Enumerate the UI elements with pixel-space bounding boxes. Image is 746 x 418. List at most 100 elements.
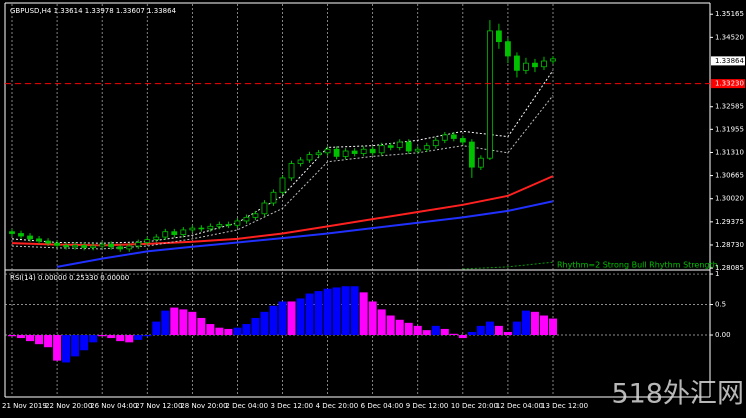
histogram-bar bbox=[521, 310, 530, 336]
y-tick-label: 1.30665 bbox=[715, 172, 744, 180]
candle-body bbox=[405, 141, 412, 152]
histogram-bar bbox=[89, 335, 98, 343]
candle-body bbox=[550, 58, 556, 62]
candle-body bbox=[342, 150, 349, 157]
candle-body bbox=[514, 55, 520, 71]
candle-body bbox=[333, 148, 340, 157]
candle-body bbox=[207, 225, 214, 230]
histogram-bar bbox=[44, 335, 53, 348]
x-tick-label: 4 Dec 20:00 bbox=[316, 402, 359, 410]
histogram-bar bbox=[449, 333, 458, 336]
histogram-bar bbox=[143, 335, 152, 337]
histogram-bar bbox=[296, 298, 305, 336]
histogram-bar bbox=[494, 325, 503, 336]
histogram-bar bbox=[341, 286, 350, 336]
watermark: 518外汇网 bbox=[611, 379, 744, 410]
candle-body bbox=[459, 138, 466, 143]
histogram-bar bbox=[485, 321, 494, 336]
histogram-bar bbox=[215, 327, 224, 336]
candle-body bbox=[360, 148, 367, 154]
candle-body bbox=[297, 159, 304, 164]
y-tick-label: 1.28085 bbox=[715, 264, 744, 272]
y-tick-label: 0.5 bbox=[715, 301, 726, 309]
y-tick-label: 1.30020 bbox=[715, 195, 744, 203]
candle-body bbox=[135, 242, 142, 247]
candle-body bbox=[396, 141, 403, 148]
candle-body bbox=[441, 134, 448, 141]
candle-body bbox=[532, 62, 538, 68]
candle-body bbox=[27, 235, 33, 240]
histogram-bar bbox=[359, 292, 368, 336]
y-tick-label: 1.31310 bbox=[715, 148, 744, 156]
histogram-bar bbox=[53, 335, 62, 361]
candle-body bbox=[18, 233, 24, 237]
histogram-bar bbox=[368, 301, 377, 336]
candle-body bbox=[495, 30, 502, 43]
histogram-bar bbox=[539, 315, 548, 336]
histogram-bar bbox=[422, 330, 431, 336]
candle-body bbox=[126, 245, 133, 250]
x-tick-label: 12 Dec 04:00 bbox=[496, 402, 543, 410]
histogram-bar bbox=[314, 291, 323, 336]
annotation: Rhythm=2 Strong Bull Rhythm Strength bbox=[557, 261, 718, 270]
histogram-bar bbox=[134, 335, 143, 340]
candle-body bbox=[351, 150, 358, 154]
candle-body bbox=[306, 154, 313, 161]
candle-body bbox=[180, 229, 187, 235]
bid-label: 1.33864 bbox=[715, 57, 744, 65]
histogram-bar bbox=[26, 335, 35, 342]
x-tick-label: 10 Dec 20:00 bbox=[451, 402, 498, 410]
candle-body bbox=[432, 139, 439, 147]
histogram-bar bbox=[440, 328, 449, 336]
histogram-bar bbox=[530, 311, 539, 336]
histogram-bar bbox=[161, 310, 170, 336]
x-tick-label: 21 Nov 2019 bbox=[2, 402, 47, 410]
histogram-bar bbox=[125, 335, 134, 343]
histogram-bar bbox=[350, 286, 359, 336]
histogram-bar bbox=[287, 301, 296, 336]
x-tick-label: 6 Dec 04:00 bbox=[361, 402, 404, 410]
candle-body bbox=[162, 231, 169, 238]
y-tick-label: 1.29375 bbox=[715, 218, 744, 226]
y-tick-label: 1.34520 bbox=[715, 33, 744, 41]
histogram-bar bbox=[260, 311, 269, 336]
candle-body bbox=[198, 227, 205, 230]
candle-body bbox=[81, 244, 88, 248]
candle-body bbox=[99, 243, 106, 247]
y-tick-label: 1.31955 bbox=[715, 125, 744, 133]
histogram-bar bbox=[458, 335, 467, 339]
candle-body bbox=[54, 242, 60, 246]
histogram-bar bbox=[206, 324, 215, 336]
candle-body bbox=[171, 231, 178, 235]
x-tick-label: 22 Nov 20:00 bbox=[45, 402, 92, 410]
indicator-line bbox=[462, 261, 554, 270]
candle-body bbox=[387, 145, 394, 148]
candle-body bbox=[108, 243, 115, 248]
histogram-bar bbox=[242, 324, 251, 336]
candle-body bbox=[234, 220, 241, 226]
candle-body bbox=[324, 148, 331, 154]
histogram-bar bbox=[71, 335, 80, 357]
histogram-bar bbox=[278, 301, 287, 336]
histogram-bar bbox=[305, 293, 314, 336]
x-tick-label: 13 Dec 12:00 bbox=[541, 402, 588, 410]
histogram-bar bbox=[251, 317, 260, 336]
candle-body bbox=[414, 148, 421, 152]
candle-body bbox=[270, 191, 277, 204]
candle-body bbox=[216, 224, 223, 227]
candle-body bbox=[279, 177, 286, 193]
x-tick-label: 26 Nov 04:00 bbox=[90, 402, 137, 410]
candle-body bbox=[153, 236, 160, 240]
price-line-label: 1.33230 bbox=[715, 80, 744, 88]
candle-body bbox=[225, 224, 232, 226]
histogram-bar bbox=[549, 318, 557, 336]
candle-body bbox=[288, 163, 295, 179]
x-tick-label: 2 Dec 04:00 bbox=[225, 402, 268, 410]
candle-body bbox=[505, 41, 511, 57]
candle-body bbox=[90, 245, 97, 248]
y-tick-label: 1.32585 bbox=[715, 103, 744, 111]
candle-body bbox=[117, 246, 124, 250]
histogram-bar bbox=[512, 321, 521, 336]
histogram-bar bbox=[224, 328, 233, 336]
